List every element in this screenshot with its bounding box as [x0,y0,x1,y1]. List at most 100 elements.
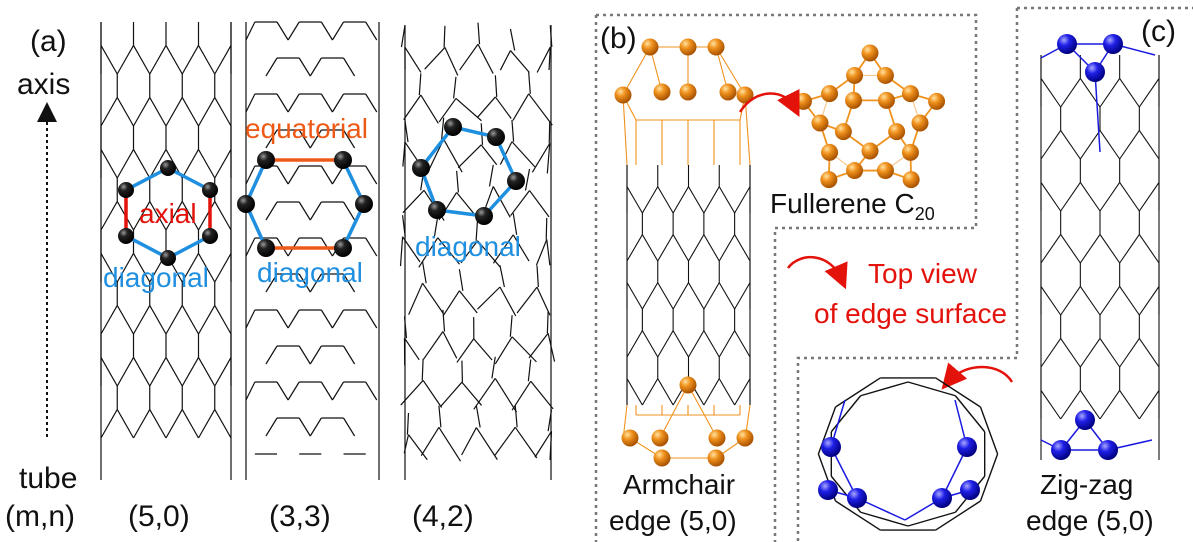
mesh-bond [1060,234,1081,264]
mesh-bond [528,93,553,126]
mesh-bond [214,409,232,439]
mesh-bond [331,381,345,401]
mesh-bond [488,164,494,187]
mesh-bond [181,97,200,127]
mesh-bond [149,409,167,439]
fullerene-atom [901,143,919,161]
mesh-bond [688,330,705,358]
mesh-bond [331,165,345,185]
fullerene-atom [811,114,829,132]
mesh-bond [703,186,720,214]
tube-3-3-highlight-hexagon [237,151,373,257]
fullerene-atom [928,92,946,110]
cap-bond [622,94,628,166]
mesh-bond [181,149,200,179]
mesh-bond [477,22,481,45]
mesh-bond [703,378,720,406]
edge-surface-top-view [817,377,999,531]
mesh-bond [499,50,511,71]
mesh-bond [1079,130,1101,160]
mesh-bond [1079,182,1101,212]
axis-label: axis [17,68,71,101]
mesh-bond [1040,182,1062,212]
edge-atom [932,488,952,508]
mesh-bond [276,381,289,401]
mesh-bond [546,143,551,174]
mesh-bond [197,409,216,439]
mesh-bond [132,201,151,231]
mesh-bond [420,94,439,124]
fullerene-atom [834,123,852,141]
carbon-atom [412,159,430,177]
mesh-bond [442,331,458,359]
mesh-bond [494,96,512,119]
mesh-bond [165,409,183,439]
mesh-bond [1119,130,1140,160]
mesh-bond [494,336,513,365]
mesh-bond [343,417,356,437]
mesh-bond [343,273,356,293]
edge-atom [847,488,867,508]
mesh-bond [245,381,256,401]
zigzag-edge-atom [1085,62,1105,82]
mesh-bond [626,330,643,358]
mesh-bond [1079,286,1101,316]
mesh-bond [548,121,551,144]
mesh-bond [403,94,422,120]
mesh-bond [422,380,443,408]
mesh-bond [298,57,311,77]
mesh-bond [514,426,538,459]
edge-atom [957,437,977,457]
mesh-bond [1040,234,1062,264]
mesh-bond [459,43,479,71]
ring-bond [860,511,909,527]
mesh-bond [116,45,135,75]
mesh-bond [734,282,751,310]
ring-bond [935,500,981,531]
mesh-bond [298,201,311,221]
mesh-bond [473,378,496,410]
mesh-bond [477,96,496,118]
mesh-bond [688,234,705,262]
mesh-bond [461,427,477,456]
fullerene-c20 [794,44,946,189]
mesh-bond [528,72,531,94]
mesh-bond [1099,286,1121,316]
mesh-bond [418,237,439,268]
mesh-bond [535,239,548,266]
mesh-bond [287,21,300,41]
mesh-bond [442,290,460,316]
mesh-bond [641,330,659,358]
mesh-bond [116,97,135,127]
mesh-bond [1119,286,1140,316]
mesh-bond [456,338,475,363]
cap-bond [715,46,746,96]
mesh-bond [309,57,322,77]
mesh-bond [672,330,689,358]
mesh-bond [718,330,736,358]
mesh-bond [181,357,200,387]
mesh-bond [1060,78,1081,108]
mesh-bond [197,201,216,231]
mesh-bond [1119,234,1140,264]
mesh-bond [309,417,322,437]
zigzag-edge-atoms [1051,34,1123,460]
fullerene-atom [876,162,894,180]
fullerene-atom [846,162,864,180]
mesh-bond [657,330,674,358]
mesh-bond [458,290,478,314]
mesh-bond [1040,338,1062,368]
mesh-bond [403,337,420,361]
mesh-bond [365,165,378,185]
mesh-bond [116,149,135,179]
armchair-cap-atom [679,83,697,101]
mesh-bond [1099,338,1121,368]
equatorial-bond-label: equatorial [245,113,368,144]
mesh-bond [287,165,300,185]
zigzag-edge-label-line2: edge (5,0) [1026,505,1154,536]
mesh-bond [734,186,751,214]
mesh-bond [287,381,300,401]
mesh-bond [546,239,551,266]
mesh-bond [165,45,183,75]
mesh-bond [734,378,751,406]
